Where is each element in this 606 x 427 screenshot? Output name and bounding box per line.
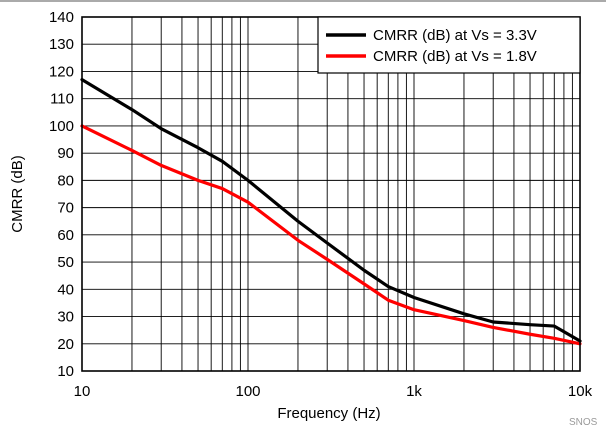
y-tick-label: 140 xyxy=(49,9,74,26)
y-axis-title: CMRR (dB) xyxy=(9,155,26,233)
watermark: SNOS xyxy=(569,417,598,427)
y-tick-labels: 10 20 30 40 50 60 70 80 90 100 110 120 130 140 xyxy=(49,9,74,380)
legend-label-1v8: CMRR (dB) at Vs = 1.8V xyxy=(373,48,537,65)
y-tick-label: 90 xyxy=(57,145,74,162)
y-tick-label: 60 xyxy=(57,227,74,244)
x-axis-title: Frequency (Hz) xyxy=(277,405,380,422)
y-tick-label: 80 xyxy=(57,172,74,189)
legend: CMRR (dB) at Vs = 3.3V CMRR (dB) at Vs =… xyxy=(317,16,581,74)
x-tick-label: 1k xyxy=(406,383,422,400)
y-tick-label: 110 xyxy=(50,91,74,108)
x-tick-label: 10k xyxy=(568,383,593,400)
legend-label-3v3: CMRR (dB) at Vs = 3.3V xyxy=(373,27,537,44)
x-tick-label: 100 xyxy=(235,383,260,400)
y-tick-label: 100 xyxy=(49,118,74,135)
y-tick-label: 130 xyxy=(49,36,74,53)
y-tick-label: 120 xyxy=(49,63,74,80)
y-tick-label: 20 xyxy=(57,336,74,353)
series-line-1 xyxy=(80,124,582,346)
series-layer xyxy=(80,78,582,346)
y-tick-label: 30 xyxy=(57,309,74,326)
x-tick-label: 10 xyxy=(74,383,91,400)
legend-box xyxy=(317,16,581,74)
series-line-0 xyxy=(80,78,582,343)
y-tick-label: 70 xyxy=(57,200,74,217)
y-tick-label: 50 xyxy=(57,254,74,271)
x-tick-labels: 10 100 1k 10k xyxy=(74,383,593,400)
y-tick-label: 40 xyxy=(57,281,74,298)
y-tick-label: 10 xyxy=(57,363,74,380)
